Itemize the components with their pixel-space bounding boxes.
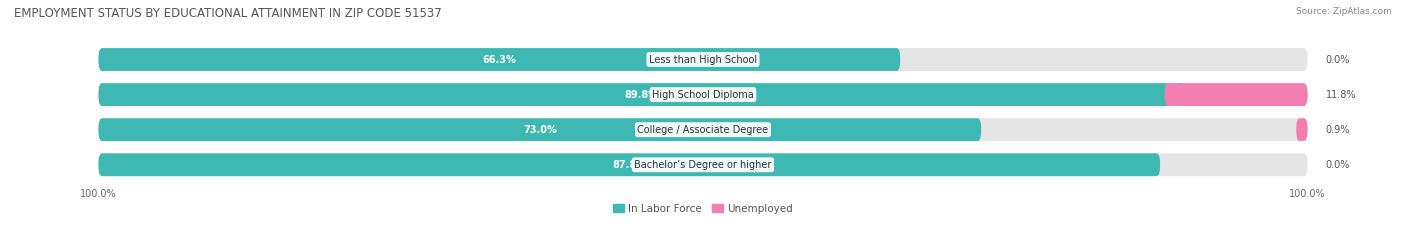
Text: 0.9%: 0.9% [1326,125,1350,135]
Text: College / Associate Degree: College / Associate Degree [637,125,769,135]
FancyBboxPatch shape [98,153,1160,176]
Text: 100.0%: 100.0% [1289,188,1326,199]
Text: Source: ZipAtlas.com: Source: ZipAtlas.com [1296,7,1392,16]
FancyBboxPatch shape [1296,118,1308,141]
Text: 66.3%: 66.3% [482,55,516,65]
FancyBboxPatch shape [98,118,1308,141]
Text: 11.8%: 11.8% [1326,89,1355,99]
Text: 89.8%: 89.8% [624,89,658,99]
Text: 87.8%: 87.8% [612,160,647,170]
Legend: In Labor Force, Unemployed: In Labor Force, Unemployed [613,204,793,214]
Text: 73.0%: 73.0% [523,125,557,135]
Text: 0.0%: 0.0% [1326,160,1350,170]
Text: EMPLOYMENT STATUS BY EDUCATIONAL ATTAINMENT IN ZIP CODE 51537: EMPLOYMENT STATUS BY EDUCATIONAL ATTAINM… [14,7,441,20]
FancyBboxPatch shape [98,83,1308,106]
FancyBboxPatch shape [98,83,1184,106]
Text: High School Diploma: High School Diploma [652,89,754,99]
FancyBboxPatch shape [98,118,981,141]
Text: 0.0%: 0.0% [1326,55,1350,65]
Text: Less than High School: Less than High School [650,55,756,65]
Text: 100.0%: 100.0% [80,188,117,199]
FancyBboxPatch shape [98,153,1308,176]
Text: Bachelor’s Degree or higher: Bachelor’s Degree or higher [634,160,772,170]
FancyBboxPatch shape [98,48,900,71]
FancyBboxPatch shape [98,48,1308,71]
FancyBboxPatch shape [1164,83,1308,106]
